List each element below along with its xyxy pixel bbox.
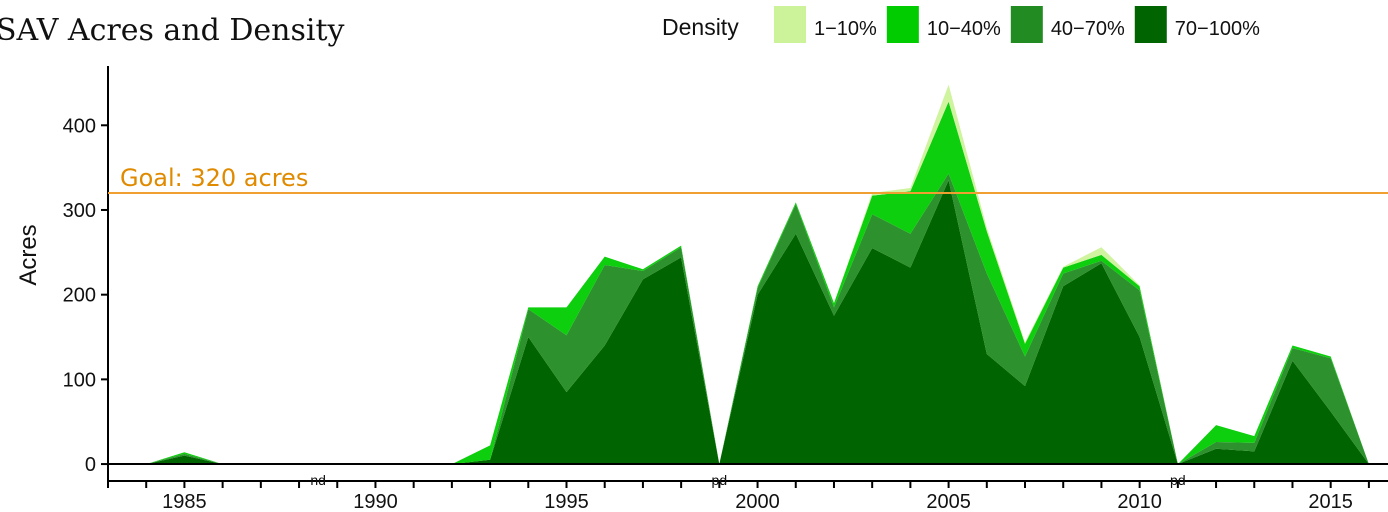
legend-label: 10−40% [927,18,1001,40]
y-tick-label: 300 [63,200,96,222]
no-data-marker: nd [310,472,326,488]
legend-swatch [1010,6,1043,43]
x-tick-label: 2005 [926,491,971,512]
x-tick-label: 1985 [162,491,207,512]
legend-swatch [886,6,919,43]
legend-swatch [1134,6,1167,43]
area-series [146,84,1369,465]
y-tick-label: 0 [85,454,96,476]
y-axis-label: Acres [15,224,42,285]
legend-label: 1−10% [814,18,877,40]
x-tick-label: 2010 [1117,491,1162,512]
legend-label: 40−70% [1051,18,1125,40]
legend-label: 70−100% [1175,18,1260,40]
legend-title: Density [662,14,739,40]
x-tick-label: 1995 [544,491,589,512]
y-tick-label: 400 [63,115,96,137]
axes: 0 100 200 300 400 1985 1990 1995 2000 2005 2010 201… [63,66,1388,512]
x-tick-label: 2015 [1308,491,1353,512]
no-data-marker: pd [712,472,728,488]
legend-swatch [774,6,806,43]
no-data-marker: pd [1170,472,1186,488]
y-tick-label: 200 [63,285,96,307]
chart-title: SAV Acres and Density [0,13,345,48]
x-tick-label: 2000 [735,491,780,512]
legend: Density 1−10% 10−40% 40−70% 70−100% [662,6,1260,43]
goal-label: Goal: 320 acres [120,164,308,192]
x-tick-label: 1990 [353,491,398,512]
area-70-100-pct [146,180,1369,465]
y-tick-label: 100 [63,369,96,391]
